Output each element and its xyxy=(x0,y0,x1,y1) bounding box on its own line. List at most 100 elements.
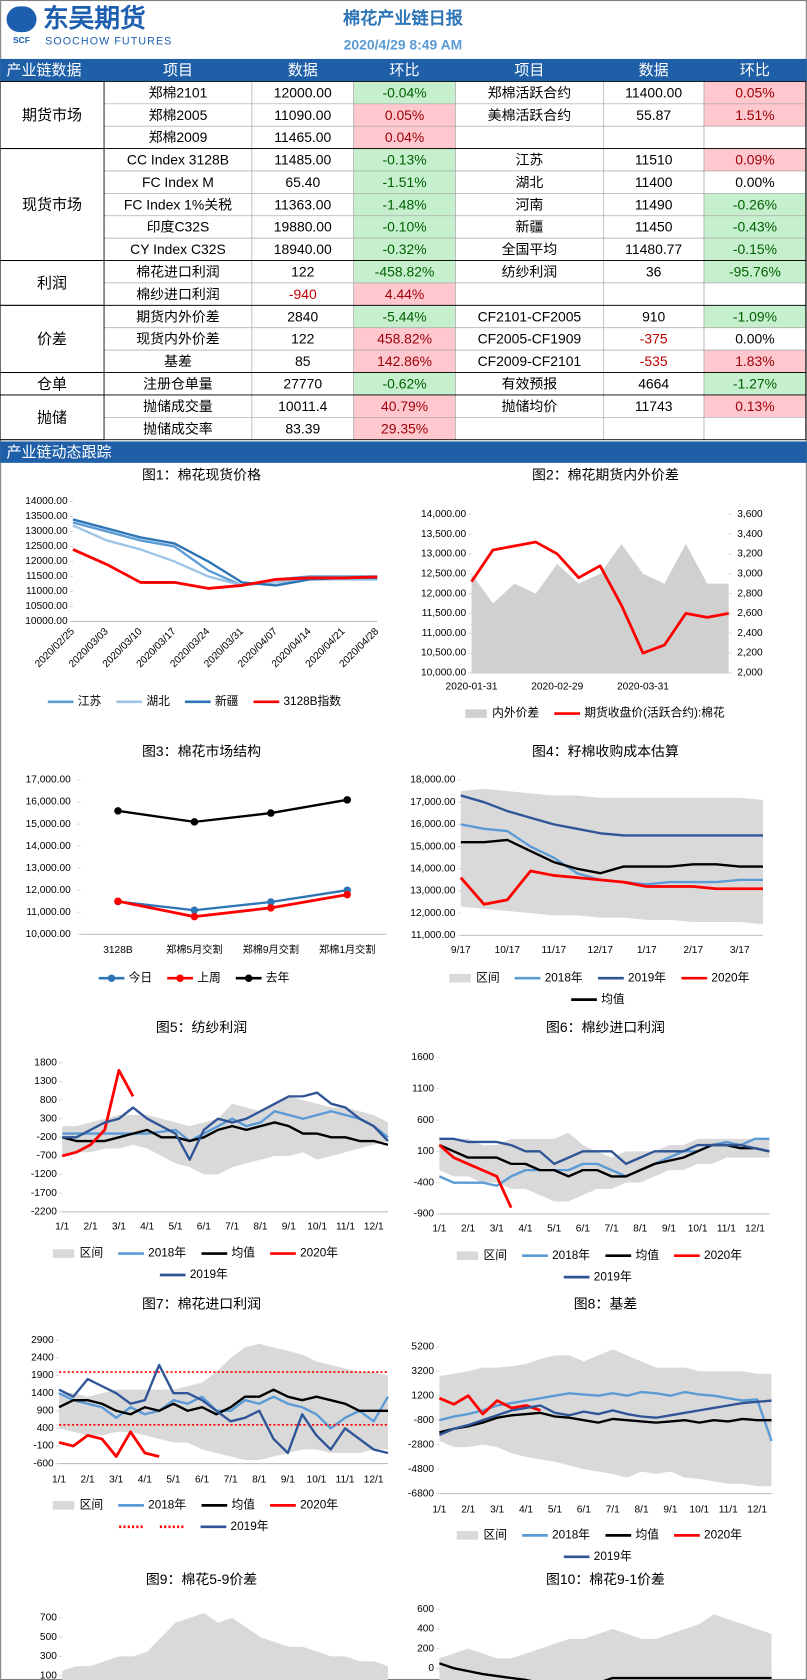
cell-text: 有效预报 xyxy=(502,375,558,391)
cell-text: 40.79% xyxy=(381,398,428,414)
y-tick-label: 600 xyxy=(417,1604,434,1615)
legend-label: 今日 xyxy=(129,970,153,984)
x-tick-label: 10/17 xyxy=(495,945,521,956)
x-tick-label: 2/1 xyxy=(84,1221,98,1232)
x-tick-label: 3/17 xyxy=(730,945,750,956)
logo-en: SOOCHOW FUTURES xyxy=(45,36,172,48)
series-line xyxy=(117,893,348,919)
header-cell: 产业链数据 xyxy=(7,62,82,79)
y-tick-label: 14,000.00 xyxy=(421,509,467,520)
x-tick-label: 12/1 xyxy=(364,1221,384,1232)
cell-text: 18940.00 xyxy=(274,241,332,257)
section-bar xyxy=(0,441,807,463)
y-tick-label: 400 xyxy=(37,1423,54,1434)
cell-text: -1.48% xyxy=(383,196,427,212)
x-tick-label: 1/1 xyxy=(55,1221,69,1232)
x-tick-label: 5/1 xyxy=(548,1504,562,1515)
cell-text: 55.87 xyxy=(636,107,671,123)
y-tick-label: 13500.00 xyxy=(25,511,68,522)
y-tick-label: 1200 xyxy=(411,1390,434,1401)
cell-text: -0.15% xyxy=(733,241,777,257)
section-label: 价差 xyxy=(37,331,67,348)
legend-label: 2019年 xyxy=(628,970,666,984)
cell-text: 0.00% xyxy=(735,174,774,190)
marker xyxy=(343,890,351,899)
cell-text: -535 xyxy=(640,353,668,369)
cell-text: 湖北 xyxy=(515,174,543,190)
cell-text: 印度C32S xyxy=(147,219,210,235)
logo-name: 东吴期货 xyxy=(43,3,146,33)
cell-text: -940 xyxy=(289,286,317,302)
series-line xyxy=(439,1390,773,1442)
y-tick-label: 12,000.00 xyxy=(421,588,467,599)
y-tick-label: 400 xyxy=(417,1624,434,1635)
x-tick-label: 1/1 xyxy=(432,1224,446,1235)
x-tick-label: 9/1 xyxy=(281,1474,295,1485)
y-tick-label: -700 xyxy=(37,1151,58,1162)
legend-label: 3128B指数 xyxy=(284,694,342,708)
series-line xyxy=(61,1121,389,1146)
x-tick-label: 1/1 xyxy=(432,1504,446,1515)
y-tick-label: 16,000.00 xyxy=(410,819,456,830)
y-tick-label: 1100 xyxy=(412,1083,434,1094)
x-tick-label: 11/1 xyxy=(719,1504,738,1515)
header-cell: 项目 xyxy=(163,62,193,79)
cell-text: 19880.00 xyxy=(274,219,332,235)
series-line xyxy=(438,1144,513,1209)
section-frame xyxy=(0,394,807,441)
range-band xyxy=(62,1613,388,1680)
cell-text: -375 xyxy=(640,331,668,347)
x-tick-label: 11/1 xyxy=(336,1221,355,1232)
x-tick-label: 3/1 xyxy=(109,1474,123,1485)
cell-text: 1.83% xyxy=(735,353,774,369)
x-tick-label: 10/1 xyxy=(307,1221,327,1232)
cell-text: 2840 xyxy=(287,308,318,324)
x-tick-label: 7/1 xyxy=(224,1474,238,1485)
cell-text: 11485.00 xyxy=(274,152,331,168)
y-tick-label: 13000.00 xyxy=(25,526,68,537)
section-label: 期货市场 xyxy=(22,107,82,124)
chart-title: 图6：棉纱进口利润 xyxy=(546,1019,665,1035)
range-band xyxy=(439,1349,772,1487)
cell-text: 0.05% xyxy=(735,84,774,100)
series-line xyxy=(61,1068,135,1158)
legend-swatch xyxy=(449,973,471,983)
cell-text: 棉纱进口利润 xyxy=(136,286,219,302)
cell-text: -0.62% xyxy=(383,375,427,391)
cell-text: 郑棉2101 xyxy=(149,84,208,100)
chart-title: 图4：籽棉收购成本估算 xyxy=(532,743,679,759)
x-tick-label: 5/1 xyxy=(166,1474,180,1485)
cell-text: 1.51% xyxy=(735,107,774,123)
y-tick-label: -100 xyxy=(33,1441,54,1452)
y-tick-label: 2400 xyxy=(31,1353,54,1364)
y-tick-label: 10,500.00 xyxy=(421,648,467,659)
y-tick-label: 11,000.00 xyxy=(26,907,71,918)
cell-text: 11400 xyxy=(635,174,673,190)
cell-text: 11480.77 xyxy=(625,241,682,257)
x-tick-label: 6/1 xyxy=(197,1221,211,1232)
section-label: 仓单 xyxy=(37,376,67,393)
y-tick-label: 300 xyxy=(40,1651,57,1662)
series-line xyxy=(460,794,763,837)
legend-label: 上周 xyxy=(197,971,221,984)
cell-text: 910 xyxy=(642,308,665,324)
x-tick-label: 12/1 xyxy=(364,1474,384,1485)
y-tick-label: 1600 xyxy=(411,1052,434,1063)
legend-swatch xyxy=(456,1531,479,1540)
section-cell xyxy=(0,148,105,261)
cell-text: 122 xyxy=(291,264,314,280)
y-tick-label: 100 xyxy=(417,1146,434,1157)
series-line xyxy=(438,1399,772,1436)
y-tick-label: 15,000.00 xyxy=(410,841,456,852)
y-tick-label: 11,000.00 xyxy=(422,628,467,639)
legend-swatch xyxy=(52,1501,75,1510)
chart-title: 图2：棉花期货内外价差 xyxy=(532,466,679,482)
x-tick-label: 8/1 xyxy=(252,1474,266,1485)
cell-text: 36 xyxy=(646,264,662,280)
header-cell: 数据 xyxy=(288,62,318,79)
y-tick-label: 10,000.00 xyxy=(421,668,467,679)
cell-text: CF2101-CF2005 xyxy=(478,308,582,324)
section-cell xyxy=(0,80,105,150)
cell-text: 郑棉活跃合约 xyxy=(488,84,571,100)
